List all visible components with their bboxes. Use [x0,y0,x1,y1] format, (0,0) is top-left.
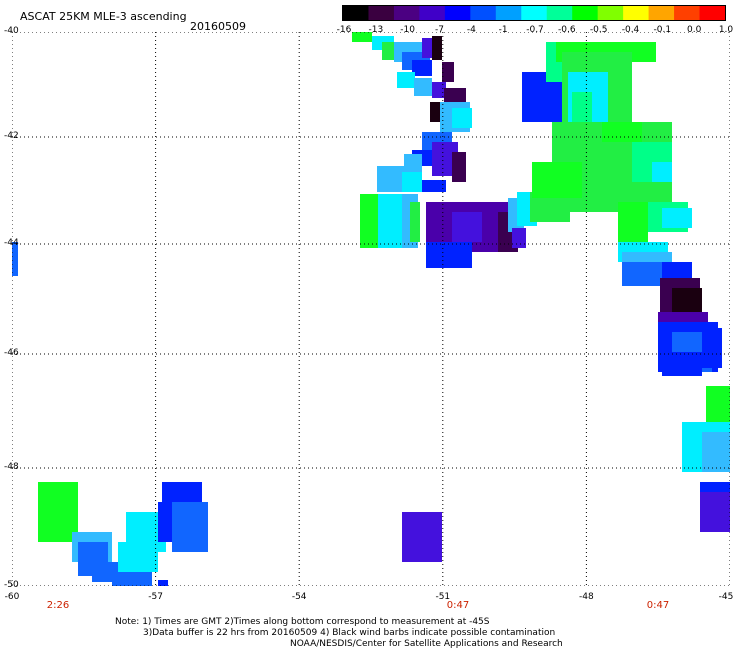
colorbar-tick: -16 [336,25,352,35]
swath-cell [432,82,446,98]
swath-cell [702,432,730,472]
longitude-label: -45 [718,592,734,602]
colorbar-tick: -1 [498,25,508,35]
swath-cell [702,328,722,368]
swath-cell [404,154,422,174]
colorbar-tick: -0.7 [526,25,544,35]
colorbar-segment [674,6,701,20]
swath-cell [352,32,372,42]
swath-cell [412,60,432,76]
colorbar-segment [521,6,548,20]
swath-cell [442,62,454,82]
swath-cell [706,386,730,422]
swath-cell [662,352,702,376]
swath-data-layer [12,32,730,586]
time-label: 0:47 [446,600,470,611]
latitude-label: -46 [4,348,19,358]
swath-cell [618,202,648,242]
swath-cell [432,36,442,60]
colorbar-segment [470,6,497,20]
grid-lines [12,32,730,586]
swath-cell [430,102,440,122]
colorbar-tick: -0.4 [621,25,640,35]
note-line-2: 3)Data buffer is 22 hrs from 20160509 4)… [143,628,556,638]
colorbar-segment [546,6,573,20]
colorbar-tick: -13 [368,25,384,35]
colorbar-segment [699,6,725,20]
swath-cell [452,108,472,128]
colorbar [342,5,726,21]
swath-cell [402,512,442,562]
colorbar-segment [572,6,599,20]
swath-cell [38,482,78,542]
colorbar-tick-labels: -16 -13 -10 -7 -4 -1 -0.7 -0.6 -0.5 -0.4 -0.1 0.0 1.… [330,25,740,37]
swath-cell [452,212,482,242]
colorbar-segment [368,6,395,20]
swath-cell [414,78,432,96]
swath-cell [602,122,642,142]
swath-cell [452,152,466,182]
latitude-label: -50 [4,580,19,590]
note-line-1: Note: 1) Times are GMT 2)Times along bot… [115,617,490,627]
swath-cell [700,492,730,532]
swath-cell [172,502,208,552]
colorbar-segment [495,6,522,20]
colorbar-segment [444,6,471,20]
colorbar-segment [393,6,420,20]
time-label: 0:47 [646,600,670,611]
swath-cell [662,208,692,228]
longitude-label: -48 [579,592,594,602]
latitude-label: -40 [4,26,19,36]
latitude-label: -44 [4,238,19,248]
colorbar-tick: 1.0 [718,25,734,35]
swath-cell [402,172,422,192]
swath-cell [397,72,415,88]
credit-line: NOAA/NESDIS/Center for Satellite Applica… [290,639,563,649]
longitude-label: -57 [148,592,163,602]
swath-cell [422,180,446,192]
colorbar-tick: -7 [435,25,444,35]
longitude-label: -54 [291,592,307,602]
swath-cell [410,202,420,242]
colorbar-tick: -0.1 [653,25,672,35]
swath-cell [426,242,472,268]
colorbar-segment [343,6,370,20]
colorbar-segment [648,6,675,20]
swath-cell [532,162,582,198]
colorbar-tick: -0.6 [558,25,576,35]
map-date: 20160509 [190,20,246,33]
colorbar-tick: -10 [400,25,416,35]
swath-cell [12,242,18,276]
swath-cell [360,194,378,248]
latitude-label: -48 [4,462,19,472]
colorbar-segment [623,6,650,20]
colorbar-tick: 0.0 [686,25,702,35]
notes: Note: 1) Times are GMT 2)Times along bot… [115,617,555,639]
wind-map [12,32,730,586]
longitude-label: -60 [4,592,20,602]
colorbar-segment [419,6,446,20]
latitude-label: -42 [4,131,19,141]
swath-cell [382,42,394,60]
swath-cell [112,572,152,586]
swath-cell [512,228,526,248]
swath-cell [552,198,622,212]
swath-cell [652,162,672,182]
colorbar-segment [597,6,624,20]
map-title: ASCAT 25KM MLE-3 ascending [20,10,187,23]
colorbar-tick: -4 [466,25,476,35]
swath-cell [622,262,662,286]
swath-cell [572,92,592,122]
longitude-label: -51 [435,592,451,602]
swath-cell [444,88,466,102]
colorbar-tick: -0.5 [589,25,608,35]
swath-cell [158,580,168,586]
swath-cell [378,194,402,248]
time-label: 2:26 [46,600,70,611]
